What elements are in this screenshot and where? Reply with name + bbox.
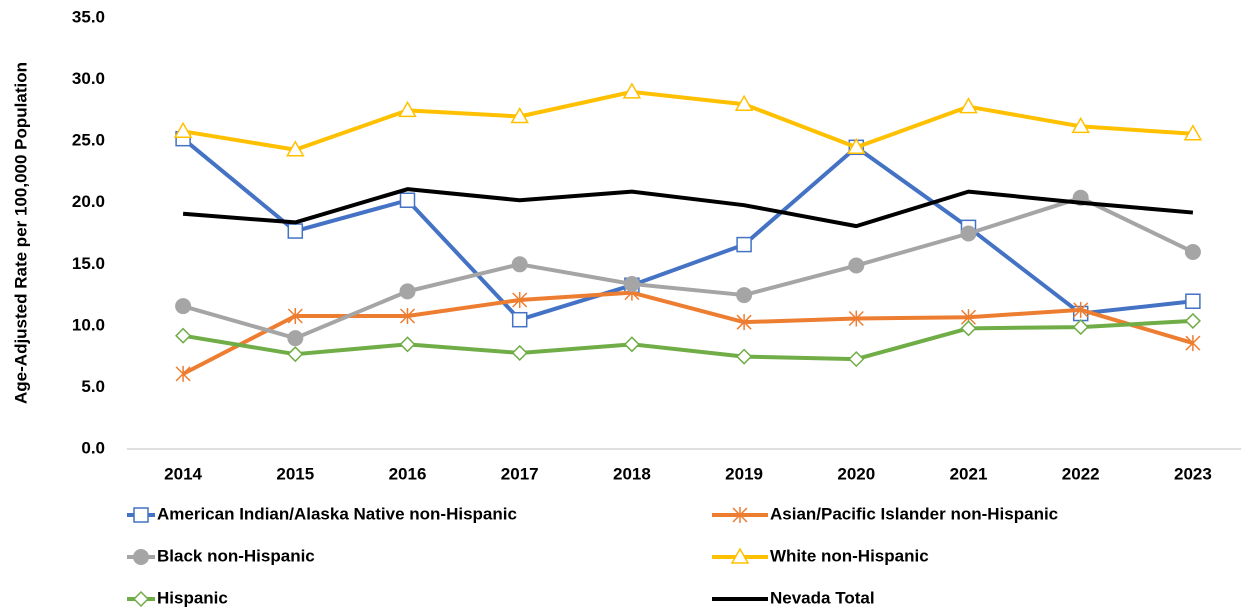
- marker: [287, 223, 304, 239]
- marker: [511, 256, 528, 273]
- marker: [399, 308, 416, 325]
- series-line: [182, 89, 1194, 152]
- y-tick-label: 30.0: [72, 69, 105, 88]
- marker: [1073, 301, 1089, 318]
- marker: [1183, 124, 1203, 141]
- y-tick-label: 20.0: [72, 192, 105, 211]
- series-line: [182, 187, 1194, 229]
- y-tick-label: 0.0: [81, 438, 105, 457]
- marker: [1185, 293, 1201, 309]
- marker: [1071, 116, 1090, 134]
- marker: [1184, 312, 1201, 329]
- series-line: [182, 290, 1194, 376]
- legend-label: Black non-Hispanic: [157, 546, 315, 565]
- marker: [959, 97, 978, 114]
- marker: [175, 298, 192, 315]
- legend-label: White non-Hispanic: [770, 546, 929, 565]
- marker: [1072, 319, 1089, 336]
- y-tick-label: 25.0: [72, 131, 105, 150]
- marker: [510, 107, 529, 124]
- y-tick-label: 5.0: [81, 377, 105, 396]
- x-tick-label: 2018: [613, 464, 651, 483]
- marker: [399, 283, 416, 300]
- marker: [1184, 243, 1201, 260]
- marker: [287, 308, 303, 325]
- marker: [848, 310, 864, 327]
- legend-marker: [730, 547, 750, 564]
- x-tick-label: 2023: [1174, 464, 1212, 483]
- legend-label: Hispanic: [157, 588, 228, 607]
- marker: [286, 140, 305, 157]
- marker: [623, 336, 640, 353]
- y-axis-title: Age-Adjusted Rate per 100,000 Population: [11, 62, 30, 404]
- legend-marker: [133, 507, 149, 523]
- legend-label: Asian/Pacific Islander non-Hispanic: [770, 504, 1058, 523]
- marker: [736, 348, 753, 365]
- marker: [848, 351, 865, 368]
- marker: [847, 137, 866, 155]
- x-tick-label: 2020: [837, 464, 875, 483]
- legend-marker: [732, 507, 748, 523]
- marker: [175, 327, 192, 344]
- marker: [1185, 335, 1201, 352]
- x-tick-label: 2014: [164, 464, 202, 483]
- marker: [511, 311, 528, 328]
- x-tick-label: 2017: [501, 464, 539, 483]
- marker: [511, 344, 528, 362]
- y-tick-label: 10.0: [72, 315, 105, 334]
- marker: [399, 192, 416, 209]
- y-tick-label: 35.0: [72, 7, 105, 26]
- marker: [623, 275, 640, 292]
- marker: [512, 291, 528, 308]
- y-tick-label: 15.0: [72, 254, 105, 273]
- legend-marker: [133, 549, 149, 565]
- marker: [173, 121, 193, 139]
- series-line: [182, 195, 1194, 341]
- marker: [736, 314, 752, 331]
- legend-marker: [132, 590, 150, 608]
- marker: [622, 82, 642, 99]
- x-tick-label: 2019: [725, 464, 763, 483]
- x-tick-label: 2021: [950, 464, 988, 483]
- series-line: [182, 318, 1194, 362]
- series-line: [181, 137, 1194, 322]
- marker: [399, 336, 416, 353]
- marker: [734, 94, 754, 111]
- marker: [960, 225, 977, 242]
- x-tick-label: 2016: [389, 464, 427, 483]
- marker: [848, 257, 865, 274]
- x-tick-label: 2015: [276, 464, 314, 483]
- legend-label: American Indian/Alaska Native non-Hispan…: [157, 504, 517, 523]
- marker: [398, 100, 417, 118]
- legend-label: Nevada Total: [770, 588, 875, 607]
- marker: [175, 365, 191, 382]
- marker: [736, 236, 752, 253]
- marker: [287, 346, 304, 363]
- marker: [960, 320, 977, 337]
- marker: [287, 330, 304, 347]
- x-tick-label: 2022: [1062, 464, 1100, 483]
- marker: [736, 287, 753, 304]
